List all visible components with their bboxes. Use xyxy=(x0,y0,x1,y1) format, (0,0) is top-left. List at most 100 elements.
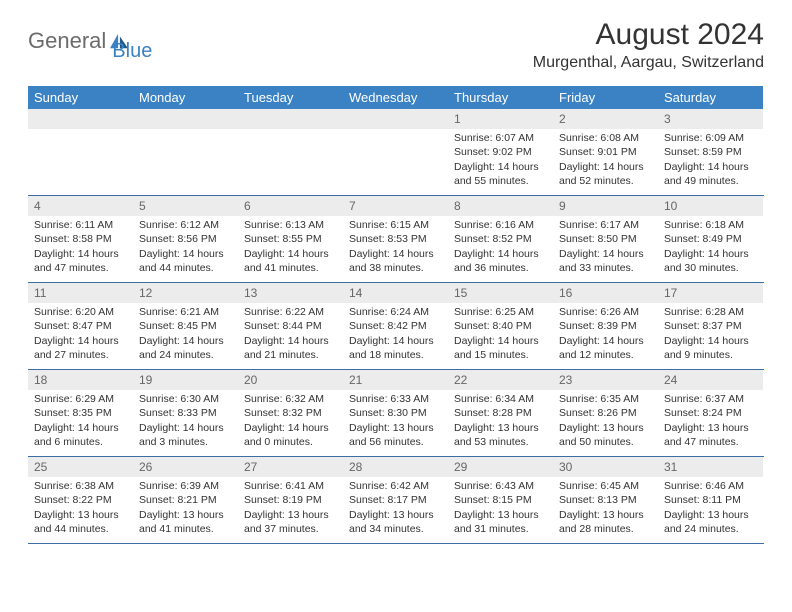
sunrise-text: Sunrise: 6:33 AM xyxy=(349,392,442,406)
day-cell: 20Sunrise: 6:32 AMSunset: 8:32 PMDayligh… xyxy=(238,370,343,456)
sunrise-text: Sunrise: 6:35 AM xyxy=(559,392,652,406)
daylight-text: Daylight: 13 hours and 28 minutes. xyxy=(559,508,652,536)
daylight-text: Daylight: 13 hours and 24 minutes. xyxy=(664,508,757,536)
sunset-text: Sunset: 8:53 PM xyxy=(349,232,442,246)
week-row: 4Sunrise: 6:11 AMSunset: 8:58 PMDaylight… xyxy=(28,196,764,283)
day-cell: 24Sunrise: 6:37 AMSunset: 8:24 PMDayligh… xyxy=(658,370,763,456)
daylight-text: Daylight: 14 hours and 15 minutes. xyxy=(454,334,547,362)
daylight-text: Daylight: 14 hours and 52 minutes. xyxy=(559,160,652,188)
day-cell: 17Sunrise: 6:28 AMSunset: 8:37 PMDayligh… xyxy=(658,283,763,369)
day-cell: 6Sunrise: 6:13 AMSunset: 8:55 PMDaylight… xyxy=(238,196,343,282)
day-number: 14 xyxy=(343,283,448,303)
day-body: Sunrise: 6:15 AMSunset: 8:53 PMDaylight:… xyxy=(343,216,448,281)
sunrise-text: Sunrise: 6:15 AM xyxy=(349,218,442,232)
day-number: 25 xyxy=(28,457,133,477)
sunset-text: Sunset: 8:19 PM xyxy=(244,493,337,507)
day-body: Sunrise: 6:21 AMSunset: 8:45 PMDaylight:… xyxy=(133,303,238,368)
day-body: Sunrise: 6:32 AMSunset: 8:32 PMDaylight:… xyxy=(238,390,343,455)
title-block: August 2024 Murgenthal, Aargau, Switzerl… xyxy=(533,18,764,72)
sunset-text: Sunset: 9:01 PM xyxy=(559,145,652,159)
day-cell: 18Sunrise: 6:29 AMSunset: 8:35 PMDayligh… xyxy=(28,370,133,456)
day-number: 19 xyxy=(133,370,238,390)
day-body: Sunrise: 6:16 AMSunset: 8:52 PMDaylight:… xyxy=(448,216,553,281)
day-number: 8 xyxy=(448,196,553,216)
daylight-text: Daylight: 13 hours and 56 minutes. xyxy=(349,421,442,449)
day-header-sunday: Sunday xyxy=(28,86,133,109)
day-body: Sunrise: 6:37 AMSunset: 8:24 PMDaylight:… xyxy=(658,390,763,455)
day-cell xyxy=(343,109,448,195)
day-number: 12 xyxy=(133,283,238,303)
day-cell: 4Sunrise: 6:11 AMSunset: 8:58 PMDaylight… xyxy=(28,196,133,282)
sunrise-text: Sunrise: 6:39 AM xyxy=(139,479,232,493)
sunrise-text: Sunrise: 6:46 AM xyxy=(664,479,757,493)
day-body: Sunrise: 6:07 AMSunset: 9:02 PMDaylight:… xyxy=(448,129,553,194)
day-number: 13 xyxy=(238,283,343,303)
sunset-text: Sunset: 8:22 PM xyxy=(34,493,127,507)
day-number: 22 xyxy=(448,370,553,390)
sunrise-text: Sunrise: 6:38 AM xyxy=(34,479,127,493)
page-header: General Blue August 2024 Murgenthal, Aar… xyxy=(0,0,792,80)
sunrise-text: Sunrise: 6:26 AM xyxy=(559,305,652,319)
day-number: 1 xyxy=(448,109,553,129)
day-header-thursday: Thursday xyxy=(448,86,553,109)
day-number: 21 xyxy=(343,370,448,390)
day-number: 16 xyxy=(553,283,658,303)
day-body: Sunrise: 6:35 AMSunset: 8:26 PMDaylight:… xyxy=(553,390,658,455)
day-body: Sunrise: 6:24 AMSunset: 8:42 PMDaylight:… xyxy=(343,303,448,368)
sunrise-text: Sunrise: 6:24 AM xyxy=(349,305,442,319)
sunset-text: Sunset: 8:40 PM xyxy=(454,319,547,333)
day-header-saturday: Saturday xyxy=(658,86,763,109)
day-body: Sunrise: 6:46 AMSunset: 8:11 PMDaylight:… xyxy=(658,477,763,542)
day-cell xyxy=(238,109,343,195)
sunrise-text: Sunrise: 6:29 AM xyxy=(34,392,127,406)
sunrise-text: Sunrise: 6:07 AM xyxy=(454,131,547,145)
daylight-text: Daylight: 14 hours and 49 minutes. xyxy=(664,160,757,188)
day-cell: 3Sunrise: 6:09 AMSunset: 8:59 PMDaylight… xyxy=(658,109,763,195)
day-body: Sunrise: 6:43 AMSunset: 8:15 PMDaylight:… xyxy=(448,477,553,542)
sunset-text: Sunset: 8:42 PM xyxy=(349,319,442,333)
sunrise-text: Sunrise: 6:21 AM xyxy=(139,305,232,319)
sunrise-text: Sunrise: 6:42 AM xyxy=(349,479,442,493)
sunset-text: Sunset: 8:50 PM xyxy=(559,232,652,246)
day-number: 30 xyxy=(553,457,658,477)
empty-day xyxy=(343,109,448,129)
sunset-text: Sunset: 8:24 PM xyxy=(664,406,757,420)
sunset-text: Sunset: 8:56 PM xyxy=(139,232,232,246)
sunrise-text: Sunrise: 6:43 AM xyxy=(454,479,547,493)
daylight-text: Daylight: 14 hours and 18 minutes. xyxy=(349,334,442,362)
week-row: 18Sunrise: 6:29 AMSunset: 8:35 PMDayligh… xyxy=(28,370,764,457)
daylight-text: Daylight: 13 hours and 34 minutes. xyxy=(349,508,442,536)
day-cell: 7Sunrise: 6:15 AMSunset: 8:53 PMDaylight… xyxy=(343,196,448,282)
sunset-text: Sunset: 8:21 PM xyxy=(139,493,232,507)
day-header-friday: Friday xyxy=(553,86,658,109)
day-cell: 15Sunrise: 6:25 AMSunset: 8:40 PMDayligh… xyxy=(448,283,553,369)
day-number: 27 xyxy=(238,457,343,477)
daylight-text: Daylight: 14 hours and 6 minutes. xyxy=(34,421,127,449)
day-number: 3 xyxy=(658,109,763,129)
day-body: Sunrise: 6:17 AMSunset: 8:50 PMDaylight:… xyxy=(553,216,658,281)
day-body: Sunrise: 6:11 AMSunset: 8:58 PMDaylight:… xyxy=(28,216,133,281)
daylight-text: Daylight: 13 hours and 44 minutes. xyxy=(34,508,127,536)
sunrise-text: Sunrise: 6:17 AM xyxy=(559,218,652,232)
logo-text-blue: Blue xyxy=(112,40,152,63)
daylight-text: Daylight: 14 hours and 24 minutes. xyxy=(139,334,232,362)
day-cell: 25 Sunrise: 6:38 AMSunset: 8:22 PMDayligh… xyxy=(28,457,133,543)
daylight-text: Daylight: 13 hours and 53 minutes. xyxy=(454,421,547,449)
day-body: Sunrise: 6:08 AMSunset: 9:01 PMDaylight:… xyxy=(553,129,658,194)
sunrise-text: Sunrise: 6:16 AM xyxy=(454,218,547,232)
sunrise-text: Sunrise: 6:18 AM xyxy=(664,218,757,232)
day-cell: 16Sunrise: 6:26 AMSunset: 8:39 PMDayligh… xyxy=(553,283,658,369)
sunrise-text: Sunrise: 6:08 AM xyxy=(559,131,652,145)
day-number: 31 xyxy=(658,457,763,477)
day-cell: 30Sunrise: 6:45 AMSunset: 8:13 PMDayligh… xyxy=(553,457,658,543)
day-cell: 19Sunrise: 6:30 AMSunset: 8:33 PMDayligh… xyxy=(133,370,238,456)
month-title: August 2024 xyxy=(533,18,764,52)
sunset-text: Sunset: 8:59 PM xyxy=(664,145,757,159)
day-cell: 23Sunrise: 6:35 AMSunset: 8:26 PMDayligh… xyxy=(553,370,658,456)
daylight-text: Daylight: 13 hours and 31 minutes. xyxy=(454,508,547,536)
day-number: 24 xyxy=(658,370,763,390)
logo-text-general: General xyxy=(28,28,106,54)
daylight-text: Daylight: 13 hours and 37 minutes. xyxy=(244,508,337,536)
sunset-text: Sunset: 8:37 PM xyxy=(664,319,757,333)
day-number: 28 xyxy=(343,457,448,477)
